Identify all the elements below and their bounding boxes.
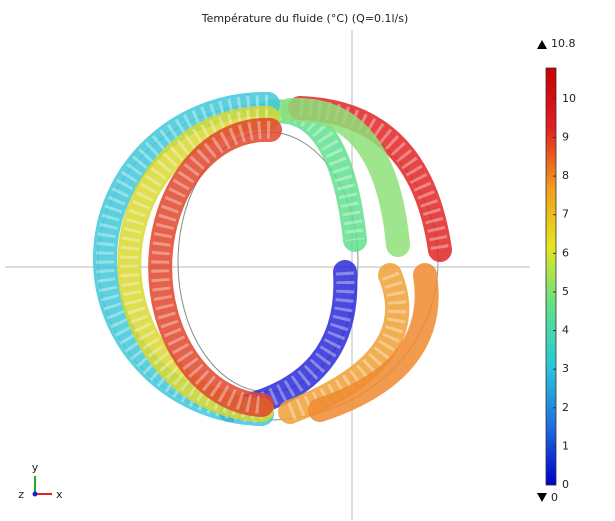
tick-label: 9 [562,131,569,144]
chart-title: Température du fluide (°C) (Q=0.1l/s) [201,12,409,25]
axis-triad: y x z [18,461,63,501]
min-label: 0 [551,491,558,504]
axis-label: x [56,488,63,501]
coil-plot [98,104,440,420]
axis-label: z [18,488,24,501]
max-marker [537,40,547,49]
tick-label: 5 [562,285,569,298]
axis-label: y [32,461,39,474]
tick-label: 4 [562,324,569,337]
max-label: 10.8 [551,37,576,50]
tick-label: 1 [562,439,569,452]
chart: Température du fluide (°C) (Q=0.1l/s) y … [0,0,615,521]
tick-label: 3 [562,362,569,375]
tick-label: 7 [562,208,569,221]
tick-label: 0 [562,478,569,491]
min-marker [537,493,547,502]
colorbar [546,68,556,485]
tick-label: 6 [562,246,569,259]
tick-label: 8 [562,169,569,182]
tick-label: 2 [562,401,569,414]
tick-label: 10 [562,92,576,105]
